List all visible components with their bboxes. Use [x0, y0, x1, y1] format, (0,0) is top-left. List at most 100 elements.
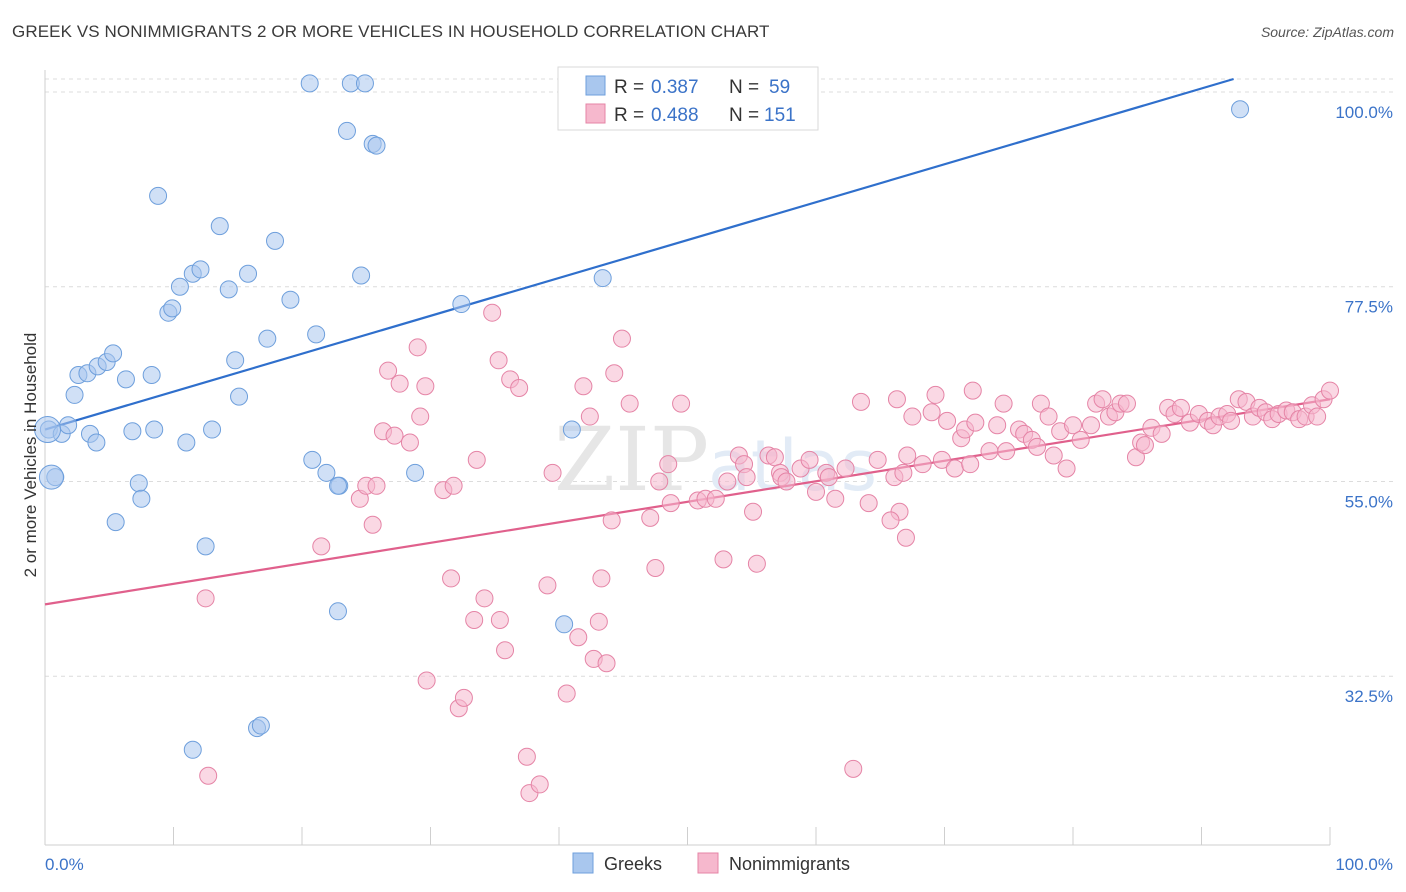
greeks-point [230, 387, 249, 406]
nonimmigrants-point [706, 489, 725, 508]
nonimmigrants-point [819, 468, 838, 487]
nonimmigrants-point [1044, 446, 1063, 465]
nonimmigrants-point [312, 537, 331, 556]
nonimmigrants-point [490, 610, 509, 629]
nonimmigrants-point [1321, 381, 1339, 400]
nonimmigrants-point [1071, 430, 1090, 449]
nonimmigrants-point [836, 459, 855, 478]
legend-n-value-nonimmigrants: 151 [764, 105, 796, 126]
greeks-point [355, 74, 374, 93]
nonimmigrants-point [903, 407, 922, 426]
nonimmigrants-point [1028, 437, 1047, 456]
nonimmigrants-point [1152, 424, 1171, 443]
data-points [34, 74, 1339, 803]
top-legend: R = 0.387 N = 59 R = 0.488 N = 151 [557, 66, 819, 131]
greeks-point [149, 186, 168, 205]
nonimmigrants-point [411, 407, 430, 426]
nonimmigrants-point [580, 407, 599, 426]
y-tick-label: 32.5% [1345, 687, 1393, 706]
nonimmigrants-point [988, 416, 1007, 435]
nonimmigrants-point [1171, 398, 1190, 417]
nonimmigrants-point [851, 392, 870, 411]
nonimmigrants-point [994, 394, 1013, 413]
greeks-point [145, 420, 164, 439]
nonimmigrants-point [605, 364, 624, 383]
nonimmigrants-point [737, 468, 756, 487]
greeks-point [87, 433, 106, 452]
nonimmigrants-point [714, 550, 733, 569]
greeks-point [219, 280, 238, 299]
nonimmigrants-point [517, 747, 536, 766]
bottom-legend-label-nonimmigrants: Nonimmigrants [729, 854, 850, 874]
nonimmigrants-point [602, 511, 621, 530]
nonimmigrants-point [454, 688, 473, 707]
bottom-legend-label-greeks: Greeks [604, 854, 662, 874]
nonimmigrants-point [543, 463, 562, 482]
greeks-point [303, 450, 322, 469]
nonimmigrants-point [530, 775, 549, 794]
nonimmigrants-point [569, 628, 588, 647]
legend-n-label-nonimmigrants: N = [729, 105, 759, 126]
x-tick-label: 100.0% [1335, 855, 1393, 874]
nonimmigrants-point [896, 528, 915, 547]
x-tick-label: 0.0% [45, 855, 84, 874]
nonimmigrants-point [367, 476, 386, 495]
nonimmigrants-point [747, 554, 766, 573]
nonimmigrants-point [510, 378, 529, 397]
nonimmigrants-point [661, 494, 680, 513]
nonimmigrants-point [966, 413, 985, 432]
nonimmigrants-point [557, 684, 576, 703]
greeks-point [251, 716, 270, 735]
legend-r-label-nonimmigrants: R = [614, 105, 644, 126]
nonimmigrants-point [1135, 436, 1154, 455]
nonimmigrants-point [646, 559, 665, 578]
nonimmigrants-point [400, 433, 419, 452]
nonimmigrants-point [932, 450, 951, 469]
nonimmigrants-point [1308, 407, 1327, 426]
nonimmigrants-point [417, 671, 436, 690]
greeks-point [116, 370, 135, 389]
nonimmigrants-point [416, 377, 435, 396]
nonimmigrants-point [489, 351, 508, 370]
nonimmigrants-point [597, 654, 616, 673]
nonimmigrants-point [898, 446, 917, 465]
greeks-point [562, 420, 581, 439]
nonimmigrants-point [926, 385, 945, 404]
greeks-point-large [34, 416, 62, 444]
nonimmigrants-point [592, 569, 611, 588]
nonimmigrants-trend-line [44, 398, 1331, 606]
greeks-point [106, 513, 125, 532]
bottom-legend-swatch-greeks [572, 852, 594, 874]
tick-labels: 32.5% 55.0% 77.5% 100.0% 0.0% 100.0% [45, 103, 1393, 874]
y-tick-label: 77.5% [1345, 298, 1393, 317]
greeks-point [163, 299, 182, 318]
nonimmigrants-point [718, 472, 737, 491]
nonimmigrants-point [844, 759, 863, 778]
nonimmigrants-point [612, 329, 631, 348]
greeks-point [328, 602, 347, 621]
greeks-point [142, 366, 161, 385]
greeks-point [65, 385, 84, 404]
nonimmigrants-point [744, 502, 763, 521]
nonimmigrants-point [379, 361, 398, 380]
bottom-legend-swatch-nonimmigrants [697, 852, 719, 874]
nonimmigrants-point [475, 589, 494, 608]
bottom-legend: Greeks Nonimmigrants [572, 852, 850, 874]
nonimmigrants-point [826, 489, 845, 508]
chart-title: GREEK VS NONIMMIGRANTS 2 OR MORE VEHICLE… [12, 22, 770, 41]
legend-swatch-greeks [585, 75, 606, 96]
nonimmigrants-point [997, 442, 1016, 461]
nonimmigrants-point [442, 569, 461, 588]
nonimmigrants-point [1081, 416, 1100, 435]
nonimmigrants-point [938, 411, 957, 430]
greeks-point [300, 74, 319, 93]
greeks-point [281, 290, 300, 309]
nonimmigrants-point [963, 381, 982, 400]
nonimmigrants-point [659, 455, 678, 474]
nonimmigrants-point [980, 442, 999, 461]
greeks-trend-line [44, 77, 1234, 431]
nonimmigrants-point [894, 463, 913, 482]
greeks-point [170, 277, 189, 296]
nonimmigrants-point [913, 455, 932, 474]
nonimmigrants-point [1117, 394, 1136, 413]
